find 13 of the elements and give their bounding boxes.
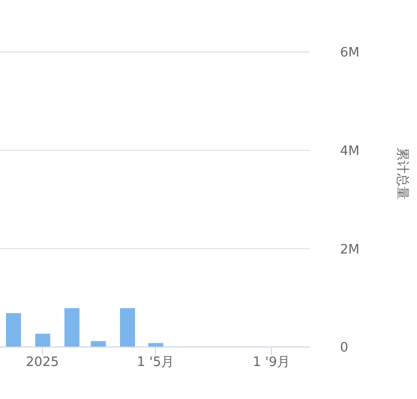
y2-tick-label: 2M — [340, 242, 360, 258]
x-tick-label: 2025 — [26, 355, 59, 370]
bar — [64, 308, 80, 347]
y2-tick-label: 0 — [340, 340, 348, 356]
x-tick-label: 1 '9月 — [252, 355, 290, 370]
x-tick-label: 1 '5月 — [136, 355, 174, 370]
y2-tick-label: 6M — [340, 46, 360, 61]
bar — [90, 341, 106, 347]
bar — [35, 334, 50, 347]
y2-axis-title: 累计总量 — [394, 148, 410, 200]
bar — [6, 313, 21, 347]
bar — [120, 308, 136, 347]
y2-tick-label: 4M — [340, 144, 360, 159]
